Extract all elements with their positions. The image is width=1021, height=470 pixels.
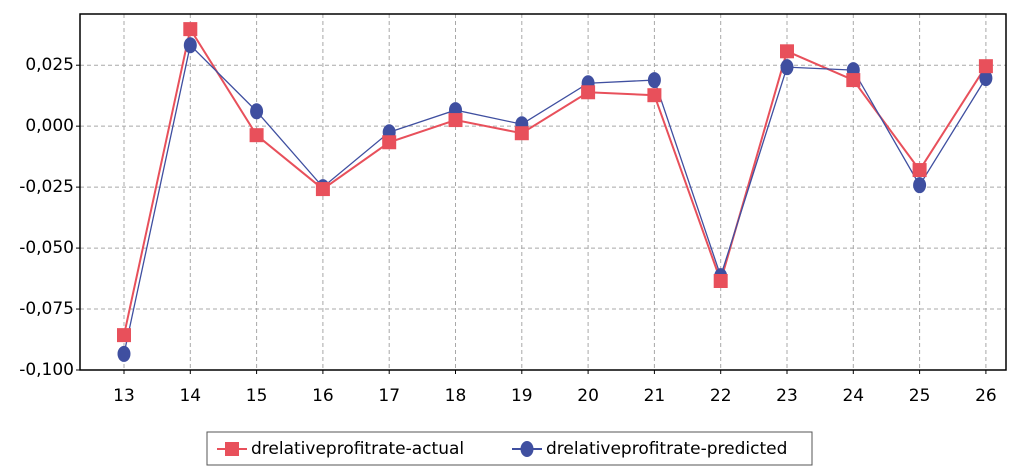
series-line [123,26,987,336]
y-tick-label: 0,000 [25,116,74,136]
legend-marker [225,442,239,456]
data-point [780,59,794,76]
data-point [117,345,131,362]
data-point [647,72,661,89]
x-tick-label: 24 [842,386,864,406]
x-tick-label: 13 [113,386,135,406]
data-point [117,328,131,343]
data-point [382,135,397,150]
data-point [250,103,264,120]
data-point [846,73,861,88]
series-line [123,43,987,355]
data-point [979,70,993,87]
data-point [448,113,463,128]
x-tick-label: 15 [246,386,268,406]
data-point [780,44,794,59]
y-tick-label: -0,050 [19,238,74,258]
data-point [183,37,197,54]
data-point [647,88,662,103]
data-point [581,85,596,100]
y-tick-label: -0,025 [19,177,74,197]
legend-label: drelativeprofitrate-actual [251,439,464,459]
x-tick-label: 23 [776,386,798,406]
x-tick-label: 20 [577,386,599,406]
data-point [913,177,927,194]
data-point [514,126,529,141]
x-tick-label: 26 [975,386,997,406]
y-tick-label: -0,075 [19,299,74,319]
x-tick-label: 14 [179,386,201,406]
legend-marker [520,441,534,457]
x-tick-label: 21 [644,386,666,406]
y-tick-label: 0,025 [25,55,74,75]
data-point [249,128,264,143]
x-tick-label: 17 [378,386,400,406]
legend-box [206,431,813,466]
plot-border [79,13,1007,371]
x-tick-label: 22 [710,386,732,406]
legend-label: drelativeprofitrate-predicted [546,439,787,459]
data-point [183,22,198,37]
data-point [978,59,993,74]
x-tick-label: 16 [312,386,334,406]
x-tick-label: 19 [511,386,533,406]
data-point [713,274,728,288]
x-tick-label: 25 [909,386,931,406]
y-tick-label: -0,100 [19,360,74,380]
data-point [315,182,330,197]
x-tick-label: 18 [445,386,467,406]
data-point [912,163,927,178]
